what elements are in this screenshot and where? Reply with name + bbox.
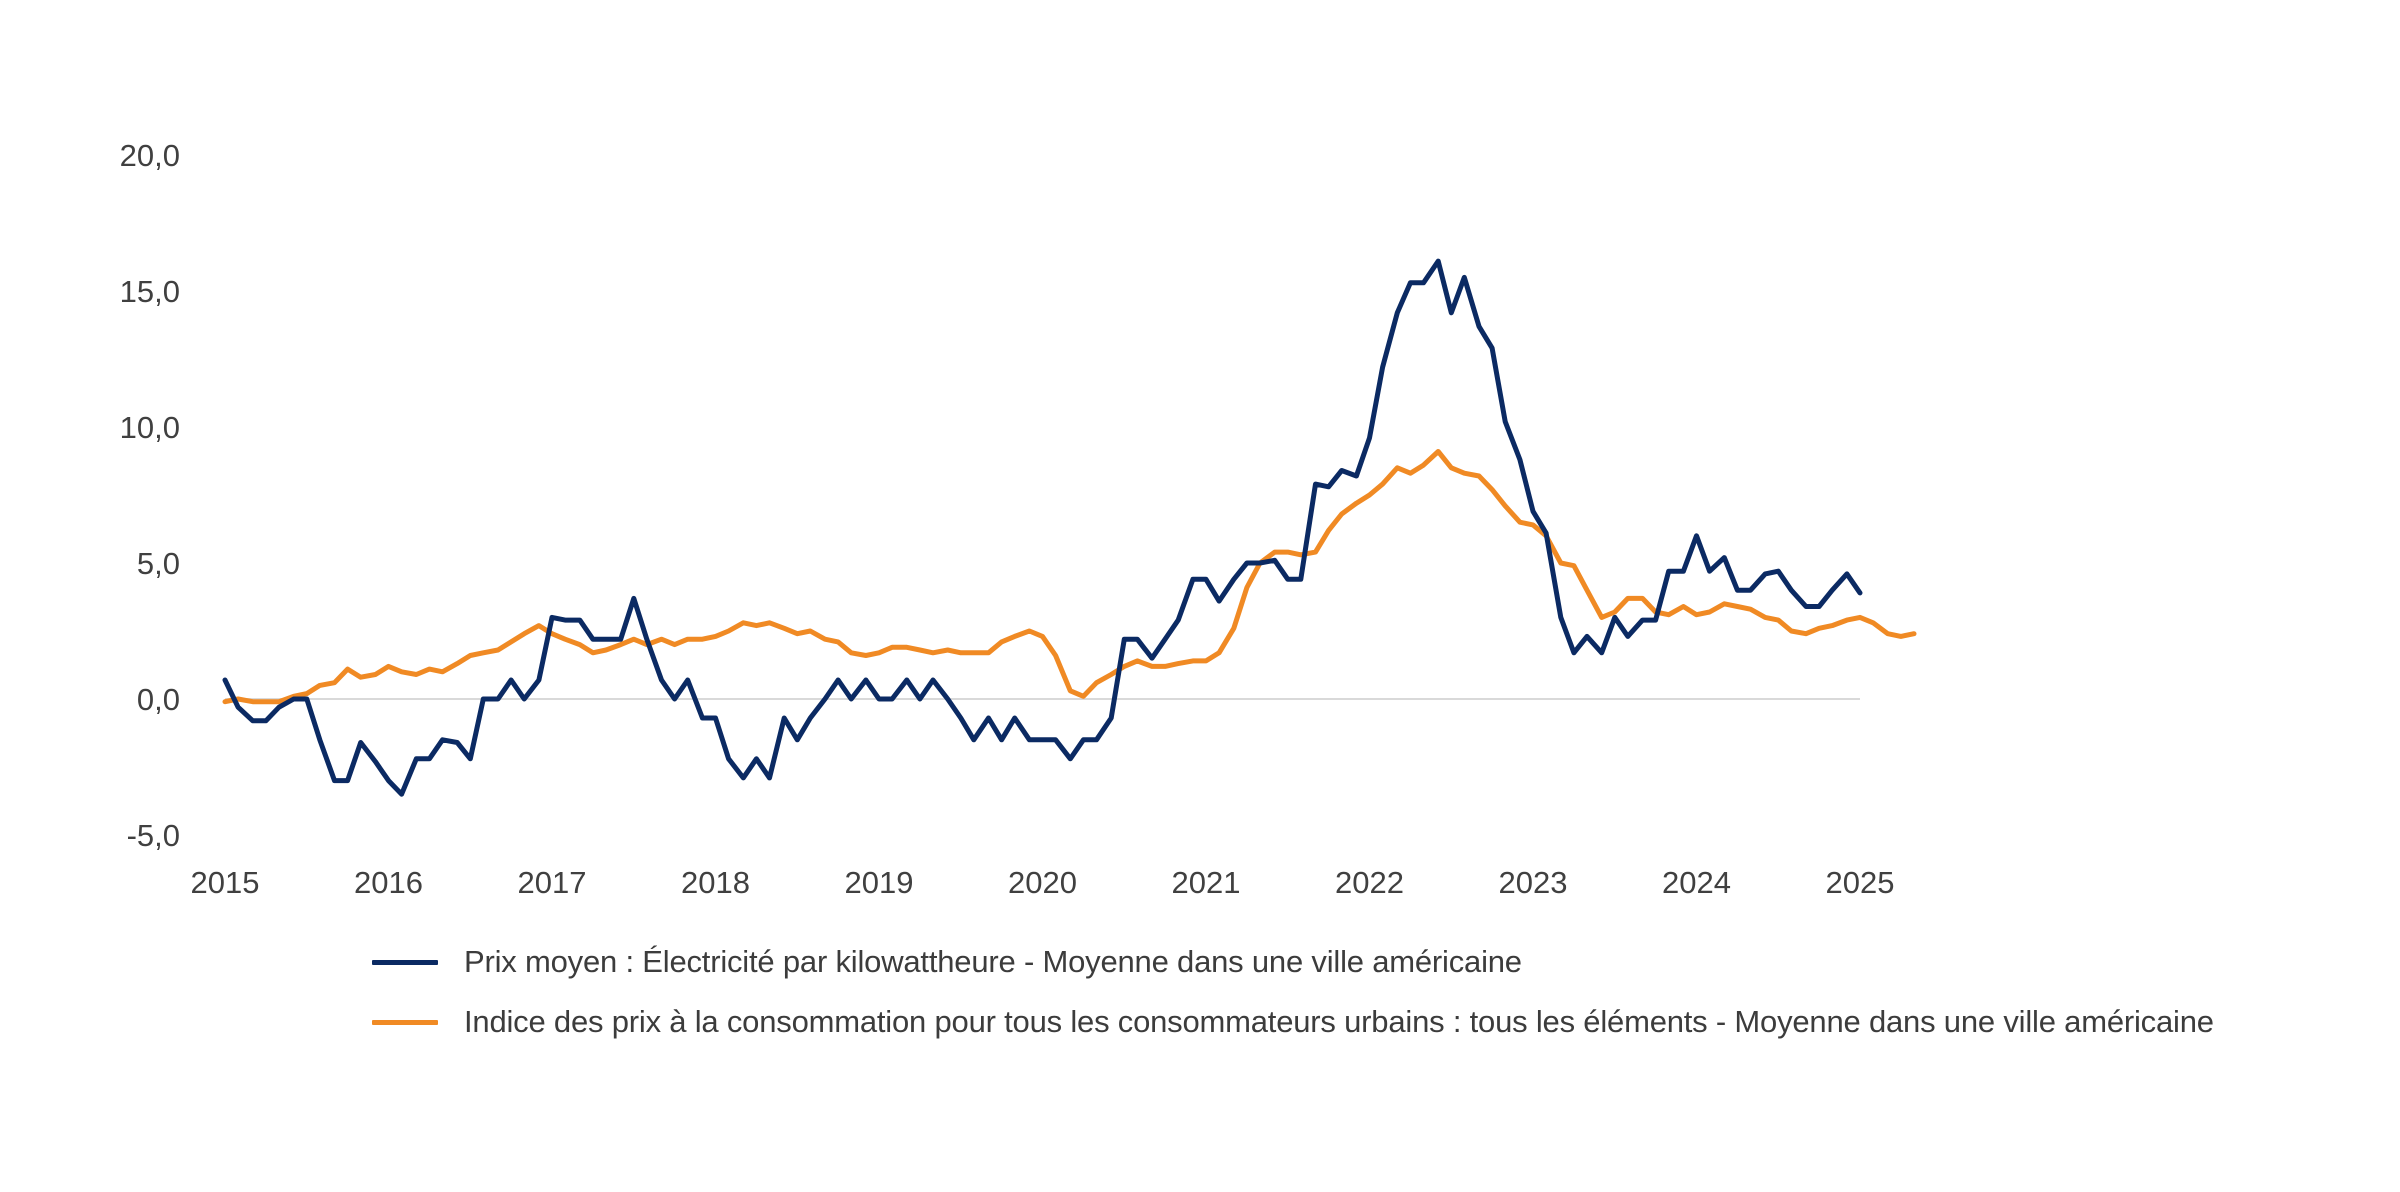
x-tick-label: 2021	[1172, 865, 1241, 900]
x-tick-label: 2015	[191, 865, 260, 900]
y-tick-label: 20,0	[120, 138, 180, 173]
x-tick-label: 2022	[1335, 865, 1404, 900]
legend-item-electricity: Prix moyen : Électricité par kilowattheu…	[372, 932, 2214, 992]
legend-label-electricity: Prix moyen : Électricité par kilowattheu…	[464, 944, 1522, 979]
x-tick-label: 2020	[1008, 865, 1077, 900]
series-line-electricity	[222, 258, 1863, 797]
x-tick-label: 2016	[354, 865, 423, 900]
y-tick-label: 15,0	[120, 274, 180, 309]
x-tick-label: 2025	[1826, 865, 1895, 900]
y-axis-ticks: -5,0 0,0 5,0 10,0 15,0 20,0	[120, 138, 180, 853]
legend-item-cpi: Indice des prix à la consommation pour t…	[372, 992, 2214, 1052]
legend-swatch-cpi	[372, 1019, 438, 1025]
x-tick-label: 2017	[518, 865, 587, 900]
x-tick-label: 2024	[1662, 865, 1731, 900]
series-lines	[222, 258, 1917, 797]
y-tick-label: 5,0	[137, 546, 180, 581]
x-axis-ticks: 2015 2016 2017 2018 2019 2020 2021 2022 2023 2024…	[191, 865, 1895, 900]
y-tick-label: 0,0	[137, 682, 180, 717]
x-tick-label: 2023	[1499, 865, 1568, 900]
y-tick-label: -5,0	[127, 818, 180, 853]
x-tick-label: 2019	[845, 865, 914, 900]
legend-swatch-electricity	[372, 959, 438, 965]
series-line-cpi	[222, 449, 1917, 705]
x-tick-label: 2018	[681, 865, 750, 900]
legend: Prix moyen : Électricité par kilowattheu…	[372, 932, 2214, 1052]
legend-label-cpi: Indice des prix à la consommation pour t…	[464, 1004, 2214, 1039]
y-tick-label: 10,0	[120, 410, 180, 445]
